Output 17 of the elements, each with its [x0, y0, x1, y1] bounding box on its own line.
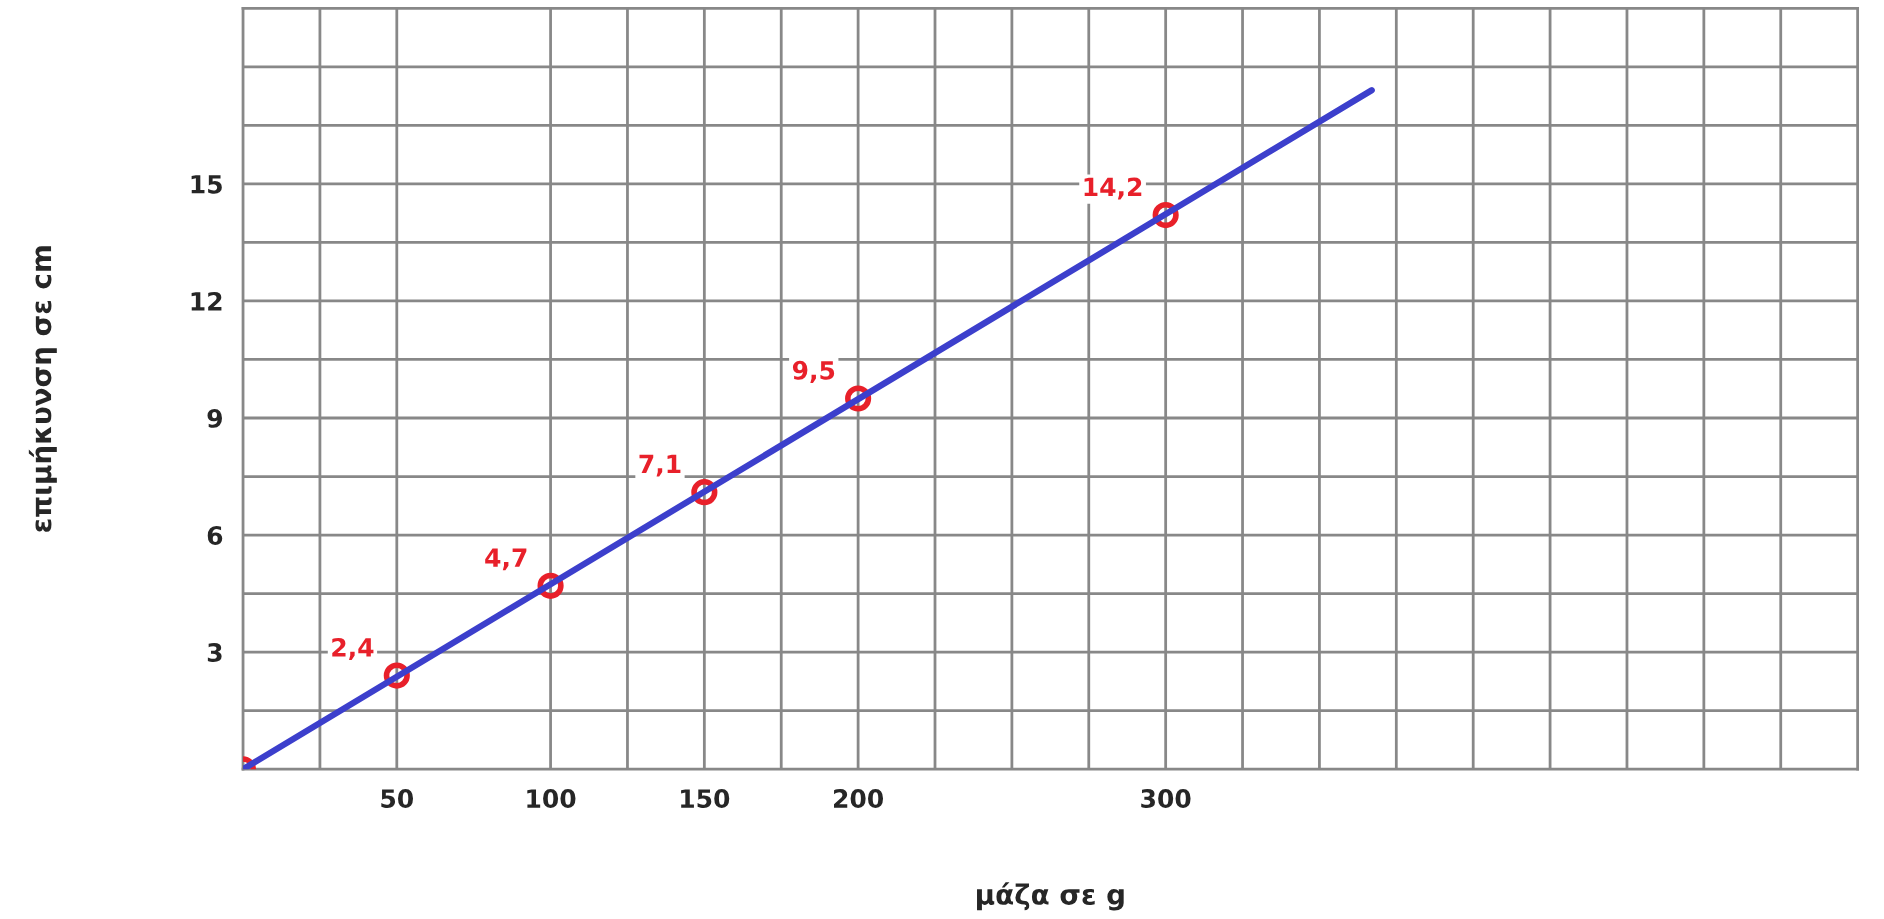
y-tick-label: 12: [191, 291, 222, 311]
data-label: 9,5: [792, 360, 835, 383]
x-tick-label: 100: [527, 789, 576, 808]
x-axis-title: μάζα σε g: [977, 882, 1124, 911]
y-axis-title: επιμήκυνση σε cm: [28, 246, 57, 532]
y-tick-label: 9: [207, 408, 222, 428]
x-tick-label: 150: [681, 789, 730, 808]
y-tick-label: 6: [207, 526, 223, 545]
data-label: 2,4: [332, 637, 374, 661]
y-tick-label: 15: [191, 175, 222, 194]
y-tick-label: 3: [207, 643, 222, 662]
x-tick-label: 50: [381, 789, 414, 808]
data-label: 14,2: [1084, 177, 1142, 200]
x-tick-label: 300: [1141, 789, 1191, 808]
data-label: 4,7: [485, 548, 527, 571]
data-label: 7,1: [639, 454, 681, 477]
x-tick-label: 200: [834, 789, 884, 808]
